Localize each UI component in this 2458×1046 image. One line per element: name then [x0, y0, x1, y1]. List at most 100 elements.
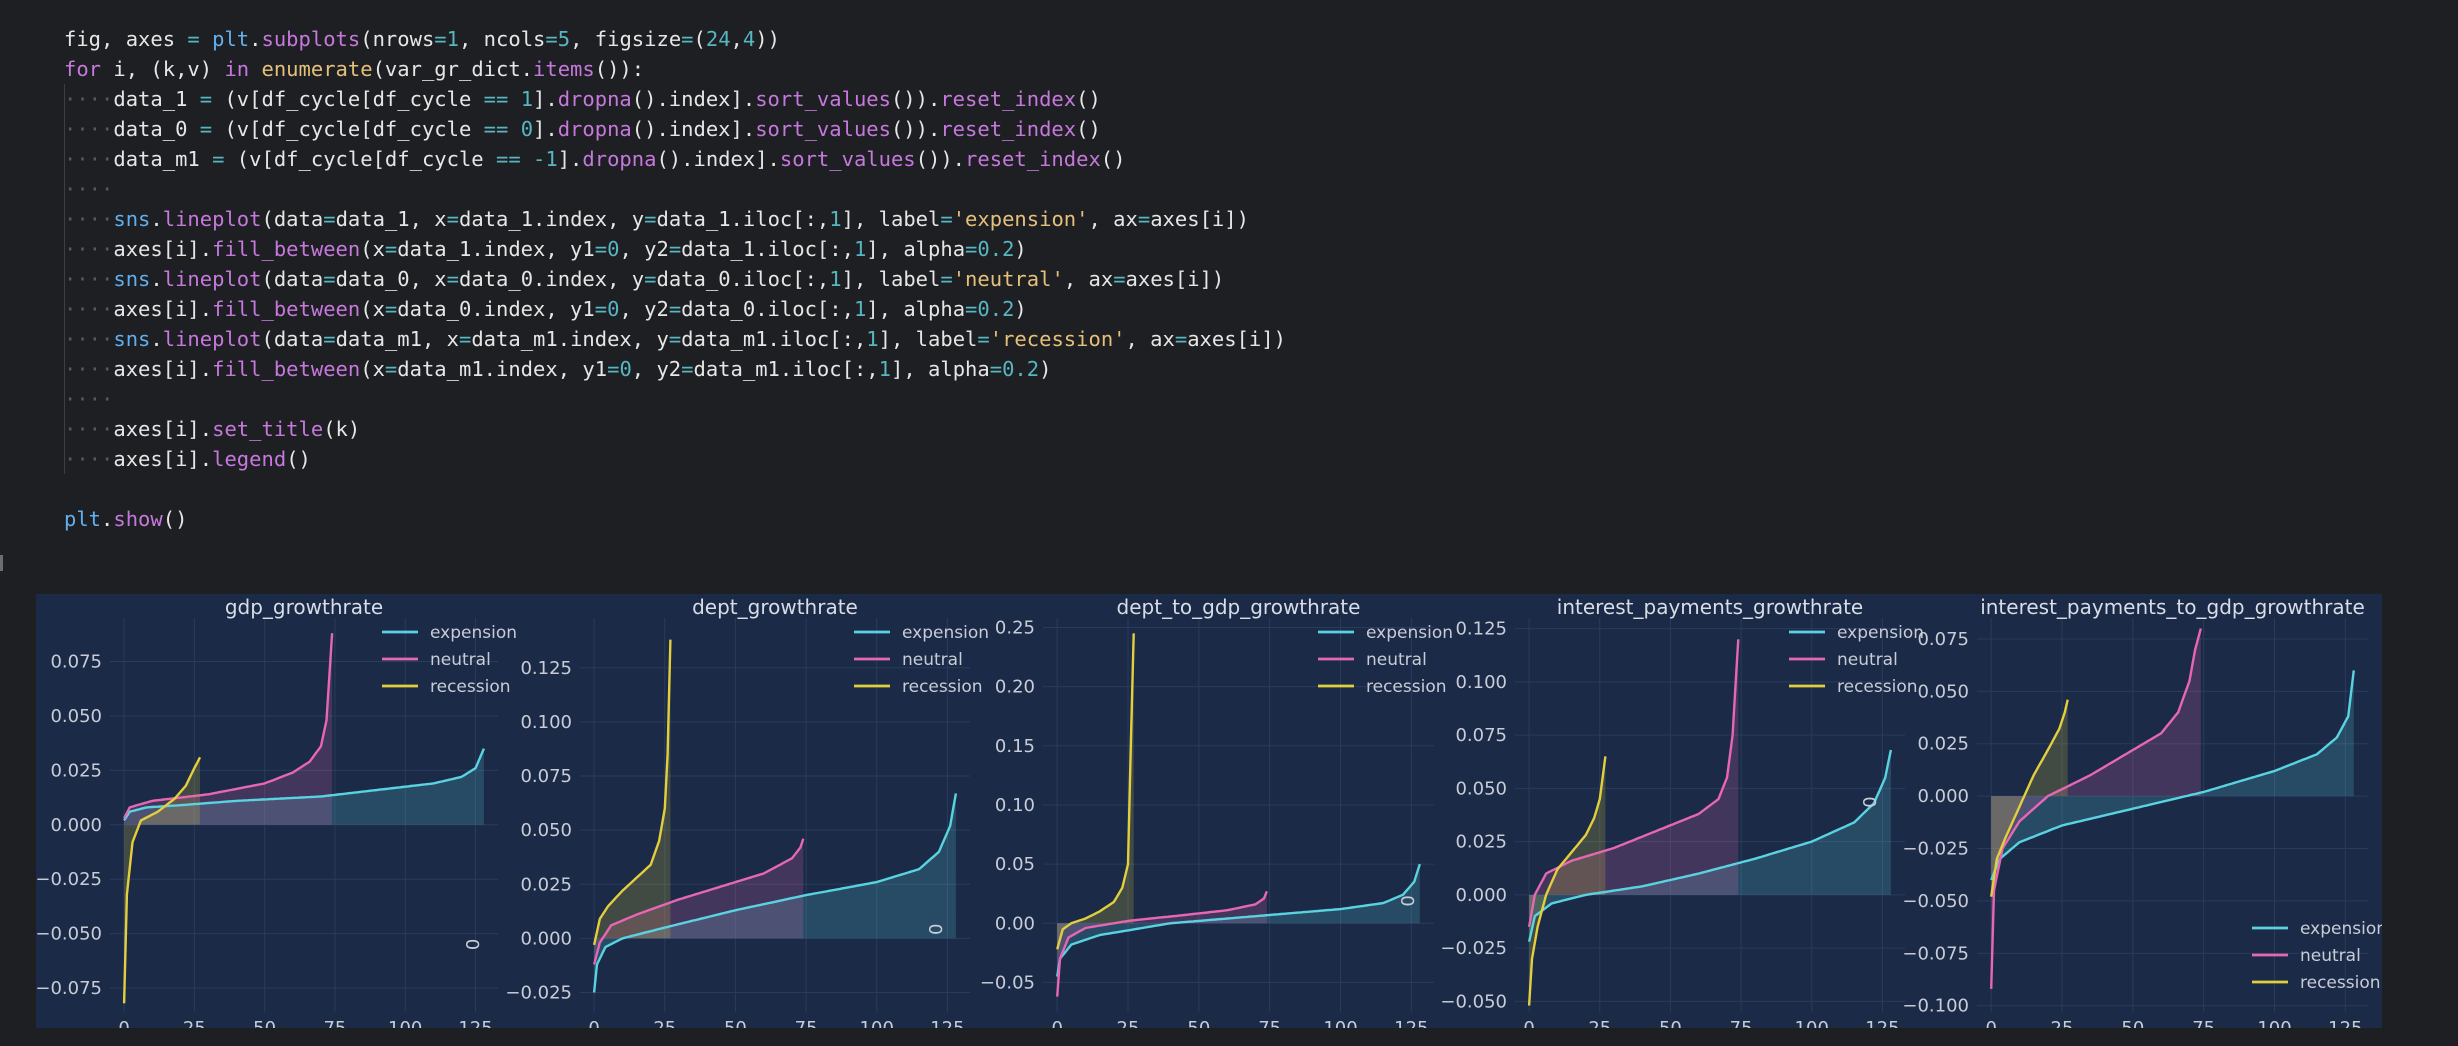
code-line[interactable]: ····sns.lineplot(data=data_1, x=data_1.i… [64, 204, 1286, 234]
code-token: = [458, 327, 472, 351]
code-line[interactable]: ····axes[i].fill_between(x=data_0.index,… [64, 294, 1286, 324]
code-token: ()). [890, 87, 941, 111]
code-token: , [730, 27, 743, 51]
code-token: data_m1, x [335, 327, 459, 351]
code-token: fill_between [212, 357, 361, 381]
legend-label-neutral: neutral [902, 650, 963, 670]
code-token: ], label [841, 207, 941, 231]
code-line[interactable] [64, 474, 1286, 504]
code-token: data_m1 [113, 147, 213, 171]
code-line[interactable]: ····sns.lineplot(data=data_0, x=data_0.i… [64, 264, 1286, 294]
cell-collapse-handle[interactable] [0, 555, 3, 571]
y-tick-label: 0.050 [50, 706, 102, 727]
code-line[interactable]: fig, axes = plt.subplots(nrows=1, ncols=… [64, 24, 1286, 54]
code-token: () [1100, 147, 1126, 171]
code-token: 0.2 [977, 297, 1015, 321]
code-line[interactable]: ····axes[i].fill_between(x=data_1.index,… [64, 234, 1286, 264]
x-tick-label: 75 [1258, 1018, 1281, 1028]
legend-label-expension: expension [2300, 919, 2382, 939]
series-line-recession [1990, 699, 2069, 897]
code-token: (v[df_cycle[df_cycle [212, 117, 484, 141]
subplot-title: interest_payments_to_gdp_growthrate [1980, 595, 2365, 619]
code-token: = [607, 357, 620, 381]
code-token: = [681, 357, 694, 381]
code-token: 4 [742, 27, 756, 51]
indent-guide [64, 144, 65, 174]
code-token: ]. [533, 87, 558, 111]
code-token: ) [1039, 357, 1052, 381]
code-token: (v[df_cycle[df_cycle [212, 87, 484, 111]
indent-whitespace: ···· [64, 327, 114, 351]
code-token: sort_values [779, 147, 916, 171]
code-line[interactable]: ····sns.lineplot(data=data_m1, x=data_m1… [64, 324, 1286, 354]
legend-label-recession: recession [902, 677, 983, 697]
x-tick-label: 0 [1523, 1018, 1534, 1028]
code-token: axes[i]. [113, 417, 213, 441]
x-tick-label: 25 [2051, 1018, 2074, 1028]
code-line[interactable]: ····axes[i].legend() [64, 444, 1286, 474]
code-line[interactable]: ···· [64, 174, 1286, 204]
y-tick-label: −0.075 [36, 978, 102, 999]
code-line[interactable]: plt.show() [64, 504, 1286, 534]
y-tick-label: 0.125 [520, 658, 572, 679]
code-token: = [1137, 207, 1151, 231]
indent-whitespace: ···· [64, 147, 114, 171]
code-token: = [668, 237, 682, 261]
code-token: = [940, 267, 953, 291]
x-tick-label: 100 [860, 1018, 894, 1028]
code-token: dropna [557, 117, 632, 141]
plot-area [1043, 618, 1434, 1012]
code-line[interactable]: ···· [64, 384, 1286, 414]
code-token: lineplot [162, 207, 262, 231]
subplot: 0 25 50 75 100 125 −0.025 0.000 0.025 0.050 0.075 0… [463, 595, 989, 1028]
code-line[interactable]: ····data_m1 = (v[df_cycle[df_cycle == -1… [64, 144, 1286, 174]
indent-whitespace: ···· [64, 87, 114, 111]
series-fill-recession [1529, 756, 1606, 1006]
code-token: (var_gr_dict. [372, 57, 534, 81]
code-token: 'expension' [952, 207, 1089, 231]
code-token: = [323, 327, 336, 351]
series-fill-recession [594, 639, 671, 945]
legend-label-expension: expension [902, 623, 989, 643]
code-token: 1 [829, 267, 842, 291]
code-token [200, 27, 212, 51]
y-tick-label: 0.050 [520, 820, 572, 841]
indent-guide [64, 174, 65, 204]
x-tick-label: 125 [458, 1018, 492, 1028]
code-token: data_0.iloc[:, [681, 297, 854, 321]
code-token: = [965, 237, 978, 261]
code-token: dropna [557, 87, 632, 111]
y-tick-label: −0.025 [36, 869, 102, 890]
code-line[interactable]: for i, (k,v) in enumerate(var_gr_dict.it… [64, 54, 1286, 84]
code-token: reset_index [940, 87, 1077, 111]
code-token: 24 [705, 27, 731, 51]
x-tick-label: 100 [1795, 1018, 1829, 1028]
code-token: data_m1.iloc[:, [681, 327, 867, 351]
code-token: data_m1.index, y [471, 327, 669, 351]
legend-label-expension: expension [430, 623, 517, 643]
code-token: ], label [878, 327, 978, 351]
code-token: == [496, 147, 521, 171]
code-editor[interactable]: fig, axes = plt.subplots(nrows=1, ncols=… [64, 24, 1286, 534]
code-token: . [249, 27, 262, 51]
legend-label-expension: expension [1366, 623, 1453, 643]
code-line[interactable]: ····data_1 = (v[df_cycle[df_cycle == 1].… [64, 84, 1286, 114]
series-fill-recession [1057, 633, 1134, 950]
code-token: data_1.iloc[:, [656, 207, 830, 231]
series-fill-expension [1529, 750, 1891, 942]
code-token: == [483, 87, 509, 111]
code-token: reset_index [965, 147, 1101, 171]
code-token: . [150, 327, 163, 351]
indent-guide [64, 264, 65, 294]
code-token: (data [261, 327, 324, 351]
series-line-expension [592, 793, 958, 993]
code-line[interactable]: ····axes[i].set_title(k) [64, 414, 1286, 444]
indent-whitespace: ···· [64, 387, 114, 411]
x-tick-label: 50 [253, 1018, 276, 1028]
code-cell[interactable]: fig, axes = plt.subplots(nrows=1, ncols=… [0, 0, 2458, 578]
code-line[interactable]: ····data_0 = (v[df_cycle[df_cycle == 0].… [64, 114, 1286, 144]
code-token: subplots [261, 27, 361, 51]
y-tick-label: 0.000 [1917, 786, 1969, 807]
code-line[interactable]: ····axes[i].fill_between(x=data_m1.index… [64, 354, 1286, 384]
code-token: 1 [446, 27, 459, 51]
